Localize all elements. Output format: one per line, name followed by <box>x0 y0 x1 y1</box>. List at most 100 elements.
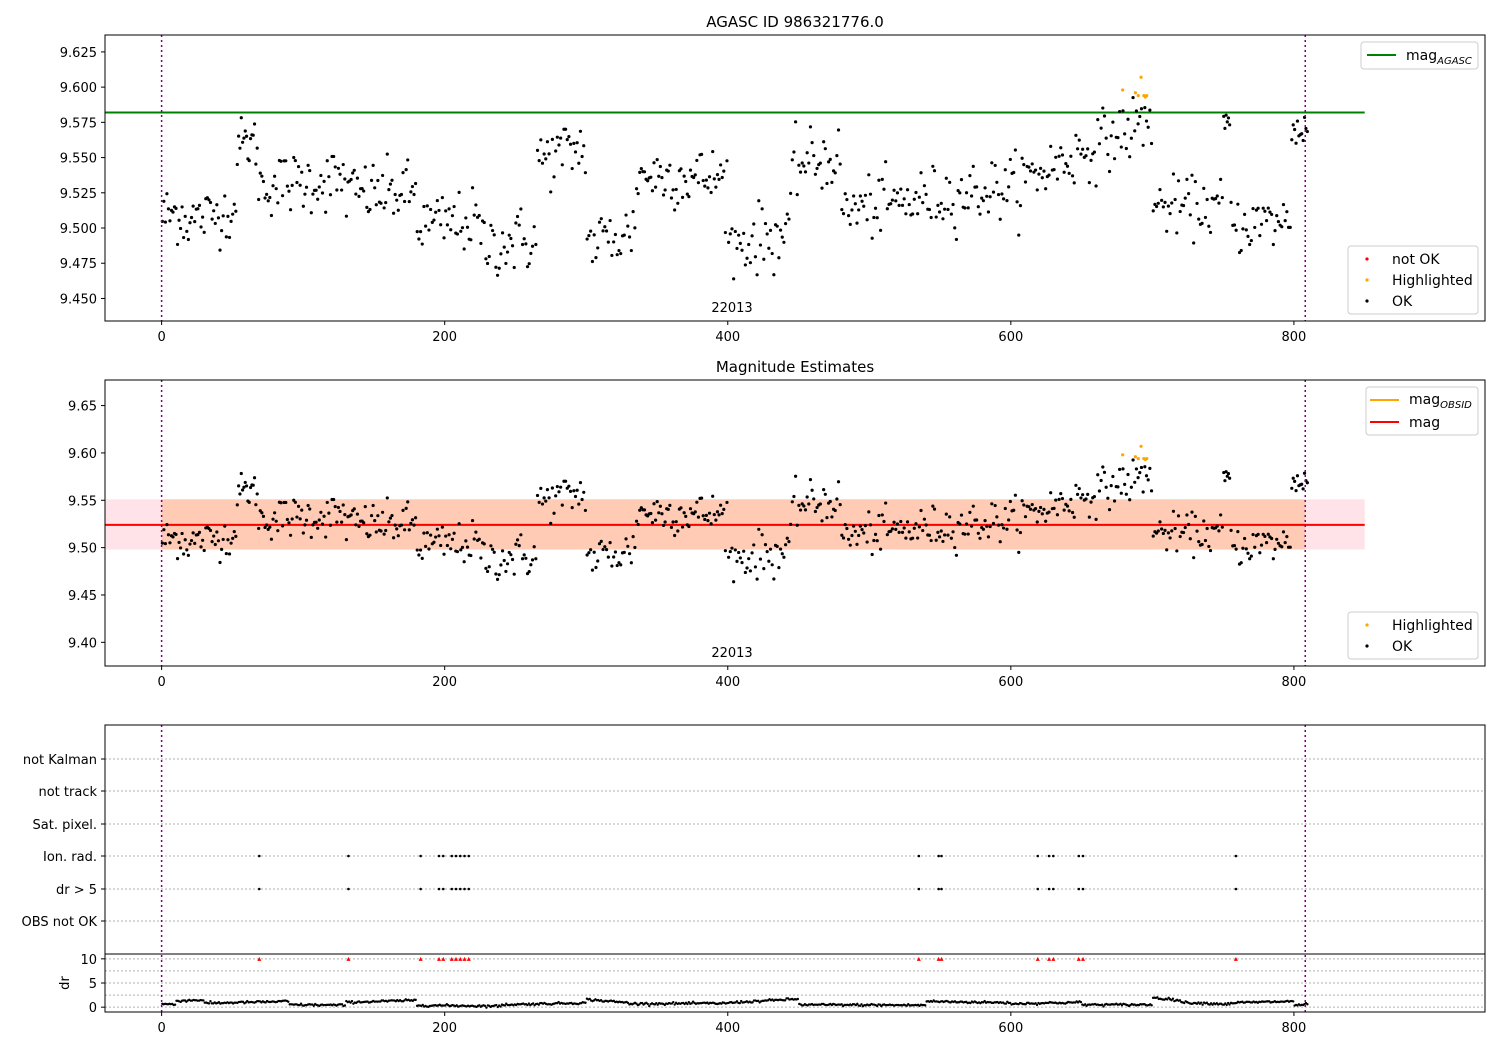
ok-point <box>990 502 994 506</box>
ok-point <box>279 159 283 163</box>
ok-point <box>1183 196 1187 200</box>
ok-point <box>608 541 612 545</box>
ok-point <box>1263 534 1267 538</box>
ok-point <box>174 532 178 537</box>
ok-point <box>355 176 360 180</box>
ok-point <box>1228 476 1232 480</box>
ok-point <box>848 222 852 226</box>
ok-point <box>684 179 688 184</box>
ok-point <box>532 545 536 549</box>
ok-point <box>904 536 908 540</box>
ok-point <box>557 490 561 494</box>
ok-point <box>1144 119 1149 123</box>
ok-point <box>1133 129 1137 133</box>
ok-point <box>293 158 297 163</box>
ok-point <box>357 524 361 528</box>
ok-point <box>878 228 883 232</box>
ok-point <box>798 508 803 512</box>
ok-point <box>772 273 776 277</box>
dr-clipped-marker <box>1047 956 1052 961</box>
ok-point <box>1092 494 1096 499</box>
ok-point <box>166 207 171 211</box>
ok-point <box>575 141 579 145</box>
ok-point <box>287 189 291 193</box>
ok-point <box>890 527 894 531</box>
ok-point <box>238 492 242 496</box>
ok-point <box>371 163 375 167</box>
ok-point <box>902 526 906 530</box>
ok-point <box>679 167 683 171</box>
ok-point <box>862 204 866 208</box>
ok-point <box>715 173 720 177</box>
ok-point <box>580 497 584 502</box>
ok-point <box>728 232 732 236</box>
ok-point <box>1266 206 1270 210</box>
ok-point <box>1106 152 1110 157</box>
ok-point <box>290 183 294 187</box>
ok-point <box>393 523 397 527</box>
ok-point <box>349 513 353 517</box>
ok-point <box>765 232 769 236</box>
ok-point <box>711 149 715 154</box>
ok-point <box>1158 520 1162 524</box>
panel-magnitude-estimates-marks <box>105 444 1365 584</box>
ok-point <box>820 186 824 190</box>
ok-point <box>1192 556 1196 560</box>
y-tick-label: 9.450 <box>60 292 97 307</box>
ok-point <box>1251 206 1255 211</box>
ok-point <box>833 171 837 175</box>
ok-point <box>201 215 205 219</box>
ok-point <box>258 171 262 175</box>
ok-point <box>943 207 947 211</box>
highlighted-point <box>1136 93 1140 98</box>
ok-point <box>911 536 915 540</box>
ok-point <box>904 212 908 216</box>
ok-point <box>420 242 424 246</box>
ok-point <box>807 502 811 506</box>
panel-flags-plot: not Kalman not track Sat. pixel. Ion. rad. d… <box>22 724 1486 1036</box>
ok-point <box>711 494 715 498</box>
ok-point <box>652 161 656 165</box>
dr-clipped-marker <box>458 956 463 961</box>
ok-point <box>1099 478 1103 483</box>
ok-point <box>1064 162 1068 166</box>
ok-point <box>1079 496 1083 500</box>
ok-point <box>1168 211 1172 216</box>
ok-point <box>1007 185 1011 189</box>
ok-point <box>1035 520 1039 524</box>
ok-point <box>510 244 515 248</box>
dr-point <box>1079 1000 1083 1004</box>
x-tick-label: 0 <box>157 1021 165 1036</box>
highlighted-point <box>1136 457 1140 461</box>
ok-point <box>472 537 476 541</box>
ok-point <box>1070 510 1075 515</box>
ok-point <box>841 212 846 216</box>
ok-point <box>649 511 653 516</box>
ok-point <box>573 494 578 499</box>
highlighted-point <box>1121 88 1125 92</box>
dr-point <box>503 1004 507 1007</box>
ok-point <box>1229 200 1233 204</box>
ok-point <box>971 504 975 508</box>
ok-point <box>732 277 736 281</box>
ok-point <box>822 488 826 492</box>
ok-point <box>988 524 992 529</box>
ok-point <box>288 533 293 537</box>
ok-point <box>818 161 822 165</box>
ok-point <box>703 517 707 522</box>
dr-point <box>735 1000 739 1003</box>
ok-point <box>494 265 498 269</box>
ok-point <box>693 173 697 177</box>
ok-point <box>975 185 979 189</box>
ok-point <box>274 187 278 191</box>
ok-point <box>815 505 819 510</box>
ok-point <box>725 500 729 505</box>
ok-point <box>1244 547 1248 551</box>
ok-point <box>290 517 294 521</box>
ok-point <box>752 222 756 226</box>
ok-point <box>165 192 169 196</box>
ok-point <box>720 175 724 180</box>
ok-point <box>373 186 377 190</box>
ok-point <box>447 207 451 211</box>
ok-point <box>393 192 397 197</box>
